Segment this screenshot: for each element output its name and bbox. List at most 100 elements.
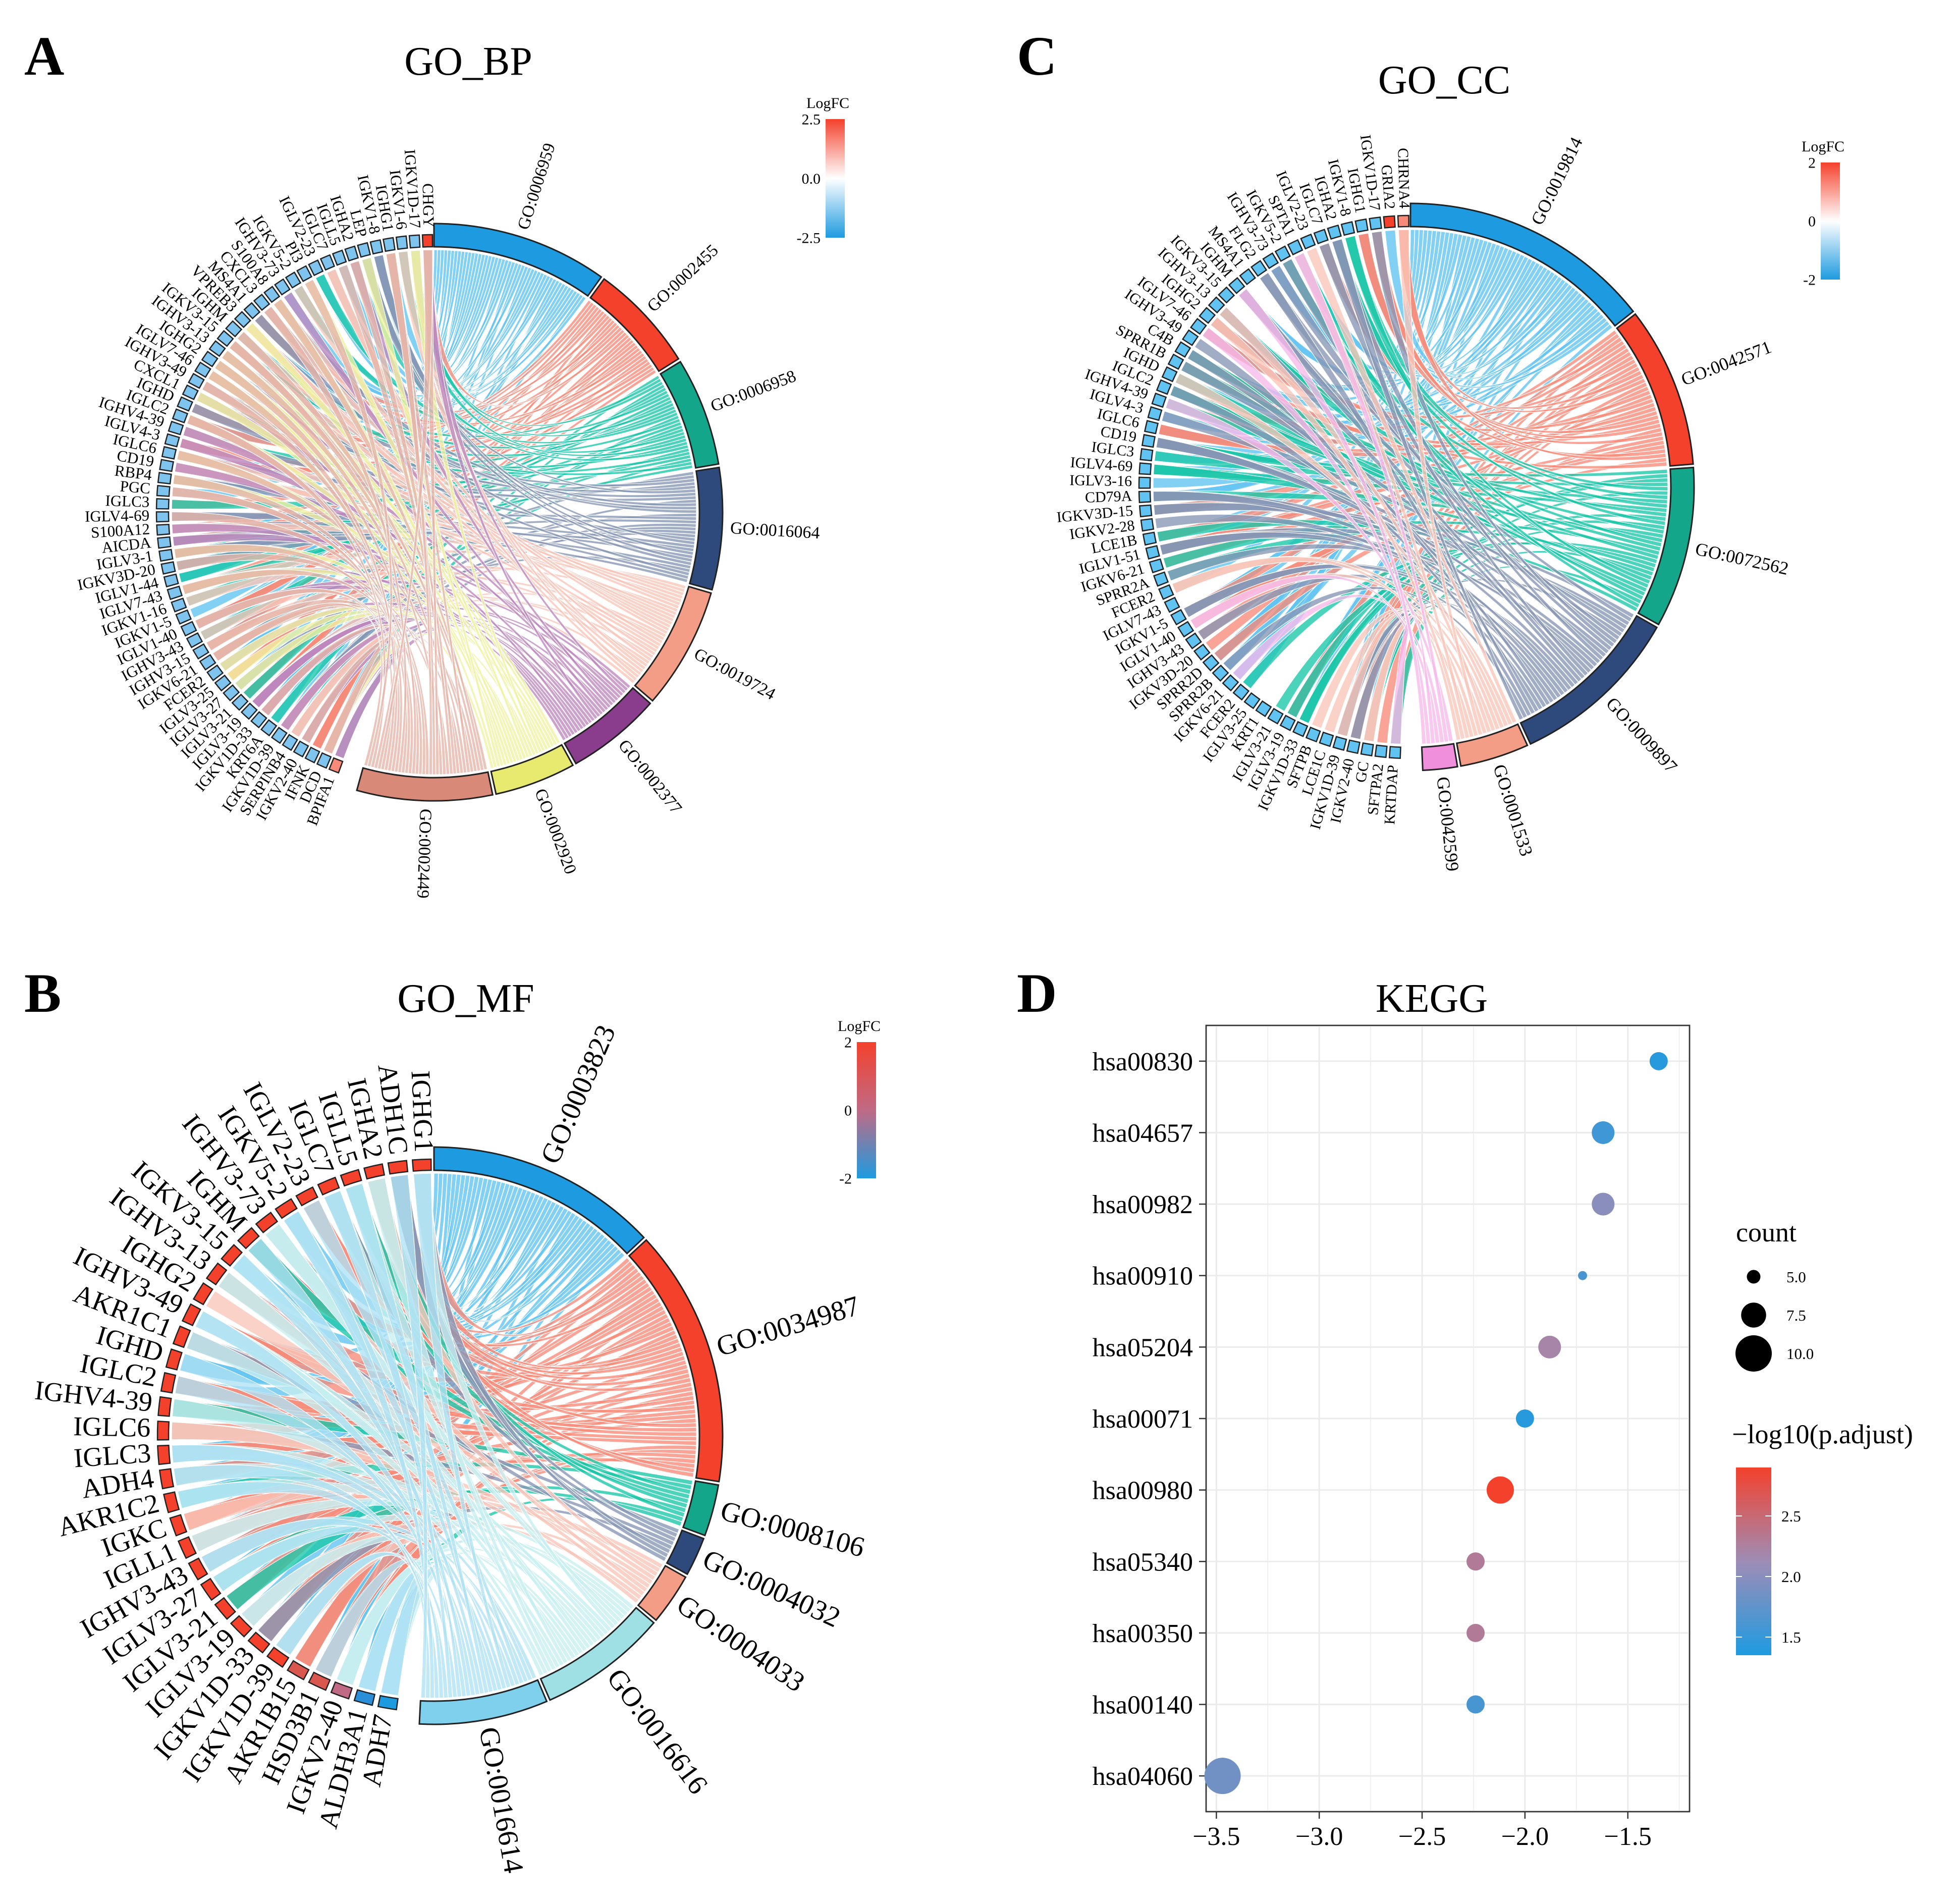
y-tick-label-hsa04060: hsa04060 — [1093, 1762, 1193, 1791]
gene-box — [1185, 632, 1202, 649]
gene-box — [1149, 558, 1164, 574]
gene-box — [200, 1577, 222, 1601]
gene-box — [1167, 353, 1184, 370]
gene-box — [163, 573, 179, 588]
chord-ribbon — [1294, 252, 1449, 743]
kegg-dot-hsa00982 — [1592, 1192, 1615, 1216]
gene-box — [1279, 715, 1296, 731]
gene-box — [158, 1468, 175, 1490]
gene-box — [1222, 674, 1239, 692]
gene-box — [167, 585, 183, 601]
term-label-go-0008106: GO:0008106 — [717, 1495, 868, 1563]
term-arc-go-0042571 — [1615, 313, 1694, 467]
color-legend-title: −log10(p.adjust) — [1732, 1419, 1913, 1449]
gene-box — [186, 632, 203, 648]
y-tick-label-hsa00140: hsa00140 — [1093, 1691, 1193, 1720]
gene-box — [270, 727, 288, 744]
panel-title-go-bp: GO_BP — [404, 39, 532, 84]
term-label-go-0002455: GO:0002455 — [644, 241, 722, 315]
chord-ribbon — [171, 454, 691, 510]
gene-box — [1262, 252, 1279, 269]
legend-tick-label: -2 — [1803, 272, 1816, 289]
gene-box — [1202, 654, 1220, 672]
gene-box — [206, 664, 224, 681]
term-label-go-0002920: GO:0002920 — [531, 786, 580, 877]
gene-label-iglv3-16: IGLV3-16 — [1069, 472, 1132, 489]
y-tick-label-hsa00350: hsa00350 — [1093, 1619, 1193, 1648]
gene-box — [163, 1491, 180, 1513]
gene-box — [1189, 317, 1207, 335]
chord-ribbon — [377, 249, 433, 770]
term-arc-go-0016064 — [688, 466, 724, 591]
x-tick-label: −2.0 — [1501, 1822, 1549, 1851]
legend-title: LogFC — [806, 95, 849, 112]
gene-box — [382, 237, 396, 252]
panel-d: D KEGG hsa00830hsa04657hsa00982hsa00910h… — [1017, 962, 1913, 1851]
gene-box — [175, 609, 192, 625]
gene-box — [1193, 643, 1211, 661]
term-label-go-0006958: GO:0006958 — [708, 367, 798, 416]
x-tick-label: −3.0 — [1295, 1822, 1343, 1851]
gene-box — [1141, 433, 1156, 448]
gene-box — [344, 245, 359, 262]
term-label-go-0001533: GO:0001533 — [1489, 762, 1537, 858]
gene-box — [240, 702, 258, 720]
gene-box — [330, 1681, 353, 1700]
panel-title-go-cc: GO_CC — [1378, 58, 1510, 102]
gene-box — [1138, 504, 1153, 518]
gene-box — [1232, 683, 1250, 701]
gene-box — [1145, 545, 1160, 560]
y-tick-label-hsa00830: hsa00830 — [1093, 1048, 1193, 1076]
term-arc-go-0002377 — [563, 687, 651, 765]
gene-box — [1138, 476, 1151, 489]
gene-box — [263, 286, 281, 303]
chord-ribbon — [410, 250, 542, 753]
term-arc-go-0034987 — [628, 1239, 724, 1483]
gene-box — [1300, 233, 1316, 250]
term-arc-go-0002449 — [356, 767, 494, 802]
legend-colorbar — [826, 119, 845, 238]
gene-box — [319, 254, 336, 271]
term-label-go-0016614: GO:0016614 — [473, 1725, 529, 1876]
gene-box — [1161, 366, 1178, 383]
gene-box — [237, 1227, 260, 1249]
gene-box — [1140, 518, 1155, 532]
kegg-dot-hsa00140 — [1466, 1695, 1485, 1714]
gene-box — [253, 293, 270, 311]
gene-label-chrna4: CHRNA4 — [1394, 148, 1412, 209]
legend-tick-label: 0.0 — [802, 171, 821, 187]
gene-box — [1388, 746, 1401, 759]
chord-ribbons — [1153, 229, 1668, 745]
chord-ribbon — [212, 603, 383, 767]
gene-box — [1346, 739, 1361, 754]
gene-box — [1292, 721, 1309, 737]
chord-ribbon — [207, 370, 396, 771]
gene-box — [1327, 224, 1342, 240]
chord-diagram-go-cc: GO:0019814 GO:0042571 GO:0072562 GO:0009897… — [1056, 134, 1790, 873]
panel-title-kegg: KEGG — [1376, 976, 1488, 1021]
chord-ribbon — [413, 1173, 511, 1689]
gene-box — [282, 734, 298, 751]
term-arc-go-0009897 — [1519, 615, 1658, 745]
gene-box — [177, 396, 194, 412]
gene-box — [231, 693, 249, 711]
y-tick-label-hsa05340: hsa05340 — [1093, 1548, 1193, 1576]
gene-box — [363, 1163, 386, 1180]
gene-box — [1305, 726, 1321, 743]
term-arc-go-0003823 — [433, 1146, 645, 1255]
gene-box — [1397, 214, 1409, 228]
chord-ribbon — [194, 588, 393, 771]
chord-ribbon — [1210, 316, 1465, 740]
gene-label-iglc3: IGLC3 — [105, 492, 150, 511]
chord-ribbon — [1371, 231, 1615, 648]
kegg-dot-hsa05340 — [1466, 1552, 1485, 1571]
gene-box — [1151, 392, 1167, 408]
gene-box — [161, 446, 177, 460]
gene-box — [155, 511, 170, 523]
gene-box — [192, 643, 209, 660]
kegg-dot-hsa04657 — [1592, 1121, 1615, 1144]
gene-box — [1267, 708, 1284, 725]
gene-box — [160, 1372, 177, 1394]
term-arc-go-0008106 — [682, 1480, 720, 1537]
